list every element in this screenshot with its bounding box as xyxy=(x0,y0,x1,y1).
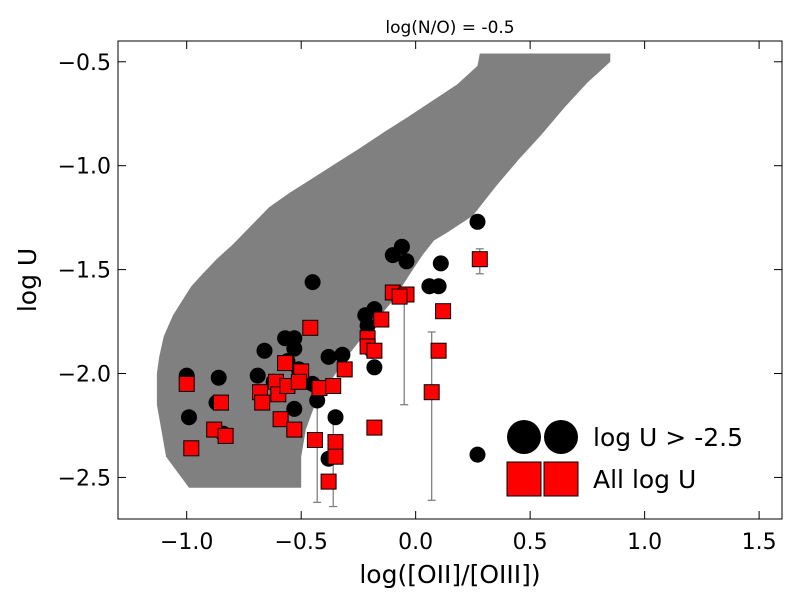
square-point xyxy=(366,419,383,436)
y-tick-label: −2.0 xyxy=(58,363,111,388)
square-point xyxy=(213,394,229,411)
legend-circle-marker xyxy=(507,420,541,454)
x-tick-label: 0.0 xyxy=(398,530,433,555)
square-series xyxy=(178,251,488,490)
circle-point xyxy=(181,409,197,426)
square-point xyxy=(320,473,337,490)
square-point xyxy=(178,375,195,392)
x-tick-label: −0.5 xyxy=(274,530,327,555)
square-point xyxy=(435,303,452,320)
x-tick-label: −1.0 xyxy=(160,530,213,555)
circle-point xyxy=(320,348,337,365)
circle-point xyxy=(359,317,376,334)
y-axis-ticks: −2.5 −2.0 −1.5 −1.0 −0.5 xyxy=(58,51,782,491)
square-point xyxy=(254,394,271,411)
circle-point xyxy=(286,400,303,417)
legend-label-squares: All log U xyxy=(593,465,696,494)
square-point xyxy=(336,361,353,378)
square-point xyxy=(327,448,344,465)
legend-circle-marker xyxy=(544,420,578,454)
circle-point xyxy=(393,238,410,255)
square-point xyxy=(325,378,342,394)
square-point xyxy=(366,342,383,359)
circle-point xyxy=(430,278,447,295)
chart-title: log(N/O) = -0.5 xyxy=(385,18,514,38)
square-point xyxy=(327,434,344,451)
square-point xyxy=(391,288,408,305)
square-point xyxy=(423,384,440,401)
circle-point xyxy=(286,340,303,357)
circle-point xyxy=(309,392,326,409)
circle-point xyxy=(366,359,383,376)
y-tick-label: −1.0 xyxy=(58,155,111,180)
circle-point xyxy=(249,367,266,384)
y-tick-label: −1.5 xyxy=(58,259,111,284)
y-axis-label: log U xyxy=(13,248,42,312)
x-tick-label: 0.5 xyxy=(513,530,548,555)
square-point xyxy=(373,311,390,328)
circle-point xyxy=(256,342,273,359)
x-tick-label: 1.0 xyxy=(627,530,662,555)
plot-frame xyxy=(117,40,783,520)
circle-point xyxy=(210,369,227,386)
square-point xyxy=(277,355,294,372)
square-point xyxy=(290,373,307,390)
circle-point xyxy=(432,255,449,272)
y-tick-label: −0.5 xyxy=(58,51,111,76)
square-point xyxy=(272,411,289,428)
plot-area xyxy=(156,53,611,508)
square-point xyxy=(430,342,447,359)
circle-point xyxy=(327,409,344,426)
circle-point xyxy=(469,446,486,463)
square-point xyxy=(286,421,303,438)
circle-point xyxy=(398,253,415,270)
square-point xyxy=(311,380,328,397)
legend-square-marker xyxy=(543,461,579,497)
circle-point xyxy=(304,274,321,291)
x-axis-ticks: −1.0 −0.5 0.0 0.5 1.0 1.5 xyxy=(160,41,777,555)
legend-label-circles: log U > -2.5 xyxy=(593,423,743,452)
x-tick-label: 1.5 xyxy=(742,530,777,555)
square-point xyxy=(217,427,234,444)
y-tick-label: −2.5 xyxy=(58,466,111,491)
square-point xyxy=(471,251,488,268)
square-point xyxy=(306,432,323,448)
circle-point xyxy=(334,346,351,363)
square-point xyxy=(302,319,319,336)
legend: log U > -2.5 All log U xyxy=(506,420,743,497)
circle-point xyxy=(469,213,486,230)
x-axis-label: log([OII]/[OIII]) xyxy=(359,560,540,589)
legend-square-marker xyxy=(506,461,542,497)
square-point xyxy=(183,440,200,457)
